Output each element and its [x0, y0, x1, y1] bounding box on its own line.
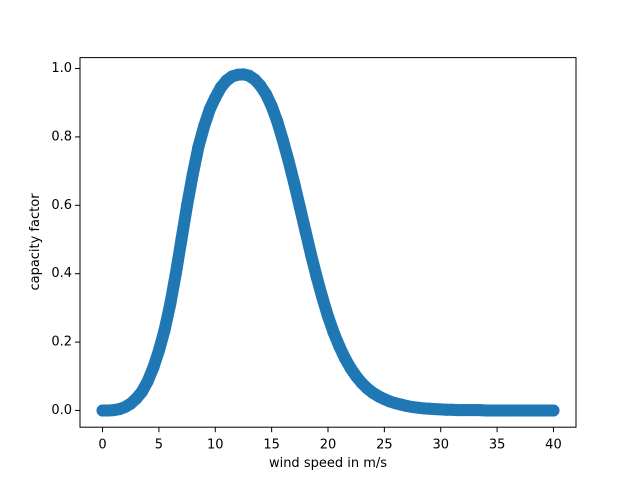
- y-axis-label: capacity factor: [28, 193, 43, 291]
- point: [175, 233, 188, 246]
- point: [338, 352, 351, 365]
- y-tick-label: 0.8: [51, 129, 72, 144]
- point: [198, 120, 210, 133]
- x-tick-label: 0: [98, 438, 106, 453]
- point: [186, 168, 199, 181]
- x-tick-label: 40: [545, 438, 562, 453]
- point: [327, 326, 340, 339]
- point: [158, 324, 171, 337]
- point-band: [96, 68, 560, 417]
- y-tick-label: 0.4: [51, 266, 72, 281]
- point: [316, 291, 329, 304]
- x-tick-label: 5: [155, 438, 163, 453]
- y-tick-label: 0.2: [51, 335, 72, 350]
- x-tick-label: 15: [263, 438, 280, 453]
- axes-frame: [79, 57, 577, 428]
- x-axis-label: wind speed in m/s: [269, 456, 387, 471]
- point: [276, 134, 289, 147]
- point: [547, 404, 560, 417]
- x-tick-label: 35: [489, 438, 506, 453]
- point: [310, 271, 323, 284]
- point: [169, 267, 182, 280]
- x-tick-label: 20: [320, 438, 337, 453]
- point: [299, 224, 312, 237]
- point: [265, 100, 278, 113]
- point: [254, 79, 267, 92]
- y-tick-label: 1.0: [51, 61, 72, 76]
- point: [260, 88, 272, 101]
- point: [282, 154, 295, 167]
- point: [136, 385, 148, 398]
- point: [192, 141, 205, 154]
- point: [147, 361, 160, 374]
- point: [271, 115, 284, 128]
- point: [333, 340, 346, 353]
- point: [152, 344, 165, 357]
- x-tick-label: 25: [376, 438, 393, 453]
- point: [181, 199, 194, 212]
- y-tick-label: 0.0: [51, 403, 72, 418]
- point: [203, 103, 216, 116]
- point: [209, 91, 222, 104]
- point: [293, 201, 306, 214]
- x-tick-label: 30: [432, 438, 449, 453]
- point: [164, 298, 177, 311]
- point: [141, 375, 154, 388]
- point: [322, 310, 334, 323]
- point: [288, 177, 301, 190]
- point: [305, 248, 318, 261]
- x-tick-label: 10: [207, 438, 224, 453]
- y-tick-label: 0.6: [51, 198, 72, 213]
